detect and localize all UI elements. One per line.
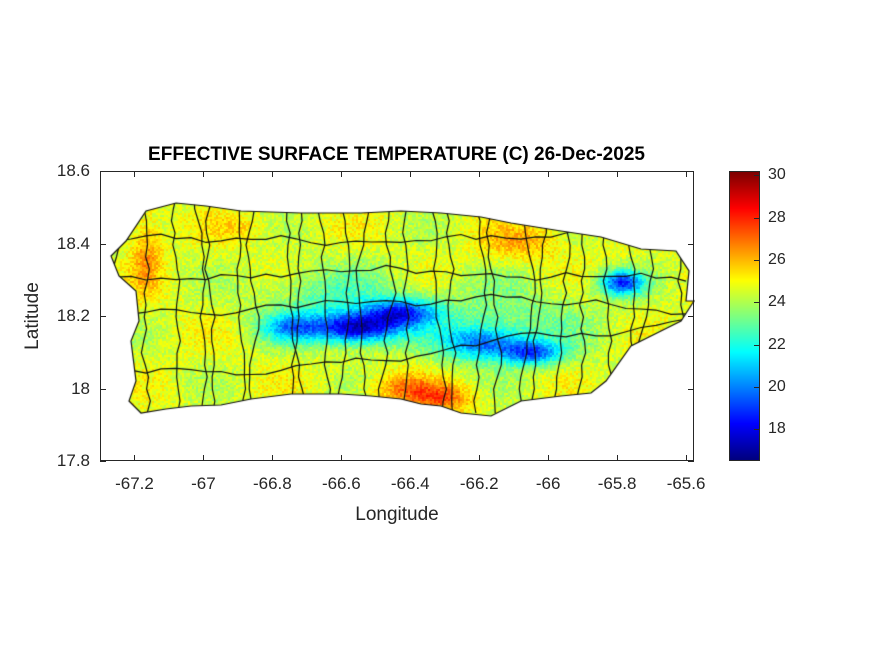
y-tick-label: 18.4 [56,233,90,253]
x-tick [548,171,550,177]
colorbar-tick-label: 26 [768,250,786,268]
x-tick [410,455,412,461]
y-tick [100,388,106,390]
temperature-heatmap [101,172,695,462]
y-tick [100,316,106,317]
y-tick-label: 17.8 [56,451,90,470]
y-tick [688,316,694,317]
x-tick-label: -65.6 [666,474,706,493]
x-tick [272,455,274,461]
x-tick [203,171,205,177]
y-tick-label: 18 [71,378,90,398]
colorbar-tick [754,217,759,219]
colorbar-tick-label: 18 [768,420,786,438]
x-tick-label: -65.8 [597,474,637,493]
y-tick [100,243,106,245]
x-tick [272,171,274,177]
x-tick-label: -66.6 [321,474,361,493]
x-tick-label: -66 [535,474,561,493]
y-tick [688,243,694,245]
x-tick [203,455,205,461]
colorbar-tick [754,259,759,261]
x-tick [686,455,688,461]
x-tick [686,171,688,177]
colorbar-tick [754,344,759,346]
y-tick-label: 18.2 [56,306,90,325]
colorbar-tick-label: 30 [768,166,786,184]
y-tick-label: 18.6 [56,161,90,180]
x-tick-label: -67 [191,474,216,493]
y-tick [100,461,106,462]
x-tick [134,171,136,177]
y-tick [100,171,106,172]
x-tick-label: -66.2 [459,474,499,493]
colorbar-tick-label: 24 [768,293,786,311]
colorbar-tick [754,175,759,177]
colorbar [729,171,760,461]
x-tick-label: -66.4 [390,474,430,493]
x-axis-label: Longitude [355,504,439,525]
colorbar-tick-label: 20 [768,377,786,395]
x-tick [617,171,619,177]
y-axis-label: Latitude [22,282,43,350]
colorbar-tick [754,302,759,304]
x-tick-label: -67.2 [115,474,154,493]
x-tick [341,455,343,461]
y-tick [688,461,694,462]
x-tick-label: -66.8 [252,474,292,493]
y-tick [688,171,694,172]
x-tick [548,455,550,461]
y-tick [688,388,694,390]
x-tick [410,171,412,177]
x-tick [479,455,481,461]
colorbar-tick-label: 22 [768,335,786,353]
x-tick [341,171,343,177]
colorbar-tick-label: 28 [768,208,786,226]
x-tick [617,455,619,461]
colorbar-tick [754,429,759,431]
map-axes [100,171,695,462]
colorbar-tick [754,386,759,388]
x-tick [479,171,481,177]
x-tick [134,455,136,461]
chart-title: EFFECTIVE SURFACE TEMPERATURE (C) 26-Dec… [148,144,645,165]
